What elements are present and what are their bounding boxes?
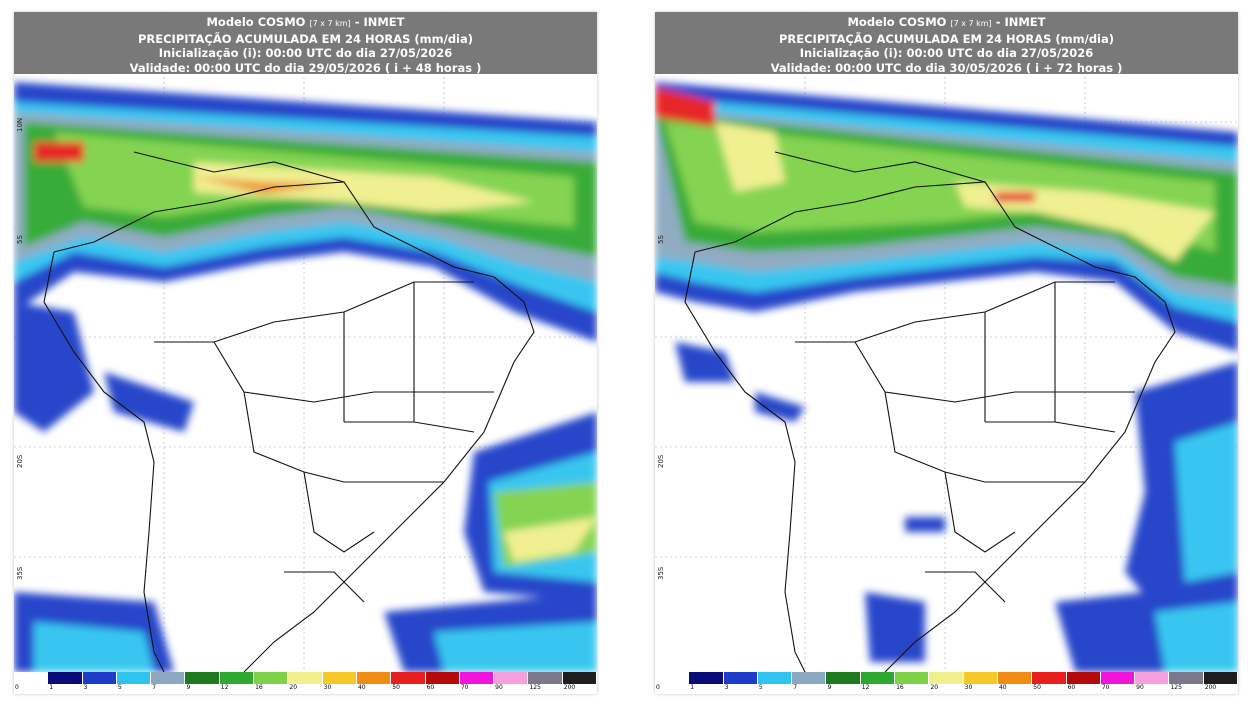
colorbar-label: 30 <box>964 684 973 691</box>
colorbar-swatch <box>356 672 392 684</box>
colorbar-swatches <box>14 672 597 684</box>
colorbar-label: 3 <box>83 684 88 691</box>
colorbar-label: 5 <box>117 684 122 691</box>
colorbar-label: 0 <box>656 684 660 691</box>
colorbar-labels: 0 1 3 5 7 9 12 16 20 30 40 50 60 70 90 125 200 <box>14 684 597 694</box>
validity-time: Validade: 00:00 UTC do dia 29/05/2026 ( … <box>129 60 482 75</box>
colorbar-swatch <box>14 672 49 684</box>
colorbar-swatch <box>997 672 1033 684</box>
colorbar-label: 9 <box>186 684 191 691</box>
colorbar-swatch <box>1032 672 1067 684</box>
colorbar-label: 200 <box>563 684 576 691</box>
initialization-time: Inicialização (i): 00:00 UTC do dia 27/0… <box>799 46 1094 60</box>
colorbar-label: 70 <box>1101 684 1110 691</box>
colorbar-swatch <box>1203 672 1238 684</box>
colorbar-label: 40 <box>357 684 366 691</box>
colorbar-labels: 0 1 3 5 7 9 12 16 20 30 40 50 60 70 90 125 200 <box>655 684 1238 694</box>
colorbar-swatch <box>860 672 896 684</box>
colorbar-label: 90 <box>1136 684 1144 691</box>
colorbar-label: 7 <box>793 684 798 691</box>
product-subtitle: PRECIPITAÇÃO ACUMULADA EM 24 HORAS (mm/d… <box>137 31 474 46</box>
lat-label-5s: 5S <box>657 235 665 244</box>
colorbar-label: 9 <box>827 684 832 691</box>
colorbar-label: 5 <box>758 684 763 691</box>
colorbar-label: 0 <box>15 684 19 691</box>
colorbar-label: 70 <box>460 684 469 691</box>
colorbar-label: 125 <box>529 684 541 691</box>
precip-field <box>14 82 597 672</box>
colorbar-swatch <box>655 672 690 684</box>
model-title: Modelo COSMO [7 x 7 km] - INMET <box>847 15 1046 29</box>
colorbar-swatch <box>82 672 117 684</box>
precip-field <box>655 82 1238 672</box>
colorbar-label: 1 <box>690 684 695 691</box>
precipitation-map <box>14 12 597 672</box>
colorbar-label: 200 <box>1204 684 1217 691</box>
lat-label-20s: 20S <box>657 454 665 468</box>
colorbar-label: 60 <box>426 684 435 691</box>
colorbar-swatch <box>528 672 563 684</box>
initialization-time: Inicialização (i): 00:00 UTC do dia 27/0… <box>158 46 453 60</box>
colorbar-swatch <box>826 672 861 684</box>
colorbar-label: 50 <box>1033 684 1041 691</box>
forecast-panel-48h: Modelo COSMO [7 x 7 km] - INMET PRECIPIT… <box>14 12 597 694</box>
lat-label-35s: 35S <box>657 566 665 580</box>
country-borders <box>43 151 535 672</box>
precipitation-map <box>655 12 1238 672</box>
colorbar-swatch <box>1066 672 1101 684</box>
colorbar-swatch <box>723 672 758 684</box>
colorbar-label: 16 <box>255 684 263 691</box>
colorbar-swatch <box>391 672 426 684</box>
precip-colorbar: 0 1 3 5 7 9 12 16 20 30 40 50 60 70 90 125 200 <box>655 672 1238 694</box>
colorbar-swatch <box>425 672 460 684</box>
country-borders <box>684 151 1176 672</box>
precip-colorbar: 0 1 3 5 7 9 12 16 20 30 40 50 60 70 90 125 200 <box>14 672 597 694</box>
colorbar-label: 50 <box>392 684 400 691</box>
colorbar-label: 16 <box>896 684 904 691</box>
colorbar-label: 12 <box>220 684 229 691</box>
colorbar-swatch <box>792 672 827 684</box>
validity-time: Validade: 00:00 UTC do dia 30/05/2026 ( … <box>770 60 1123 75</box>
model-title: Modelo COSMO [7 x 7 km] - INMET <box>206 15 405 29</box>
colorbar-label: 20 <box>930 684 939 691</box>
product-subtitle: PRECIPITAÇÃO ACUMULADA EM 24 HORAS (mm/d… <box>778 31 1115 46</box>
colorbar-swatch <box>322 672 357 684</box>
colorbar-swatch <box>689 672 724 684</box>
colorbar-swatch <box>116 672 152 684</box>
colorbar-label: 7 <box>152 684 157 691</box>
colorbar-swatch <box>1100 672 1136 684</box>
colorbar-swatch <box>459 672 495 684</box>
map-header: Modelo COSMO [7 x 7 km] - INMET PRECIPIT… <box>655 12 1238 75</box>
colorbar-swatch <box>151 672 186 684</box>
colorbar-swatch <box>929 672 964 684</box>
colorbar-swatch <box>254 672 289 684</box>
colorbar-label: 12 <box>861 684 870 691</box>
colorbar-swatch <box>963 672 998 684</box>
colorbar-label: 1 <box>49 684 54 691</box>
lat-label-20s: 20S <box>16 454 24 468</box>
colorbar-swatch <box>219 672 255 684</box>
colorbar-label: 3 <box>724 684 729 691</box>
colorbar-label: 20 <box>289 684 298 691</box>
colorbar-swatch <box>185 672 220 684</box>
lat-label-10n: 10N <box>16 117 24 132</box>
colorbar-swatch <box>757 672 793 684</box>
colorbar-label: 40 <box>998 684 1007 691</box>
colorbar-label: 125 <box>1170 684 1182 691</box>
lat-label-35s: 35S <box>16 566 24 580</box>
map-header: Modelo COSMO [7 x 7 km] - INMET PRECIPIT… <box>14 12 597 75</box>
colorbar-swatches <box>655 672 1238 684</box>
lat-label-5s: 5S <box>16 235 24 244</box>
colorbar-swatch <box>562 672 597 684</box>
forecast-panel-72h: Modelo COSMO [7 x 7 km] - INMET PRECIPIT… <box>655 12 1238 694</box>
colorbar-swatch <box>895 672 930 684</box>
colorbar-swatch <box>494 672 529 684</box>
colorbar-swatch <box>288 672 323 684</box>
colorbar-label: 30 <box>323 684 332 691</box>
colorbar-swatch <box>48 672 83 684</box>
colorbar-swatch <box>1135 672 1170 684</box>
colorbar-label: 90 <box>495 684 503 691</box>
colorbar-swatch <box>1169 672 1204 684</box>
colorbar-label: 60 <box>1067 684 1076 691</box>
